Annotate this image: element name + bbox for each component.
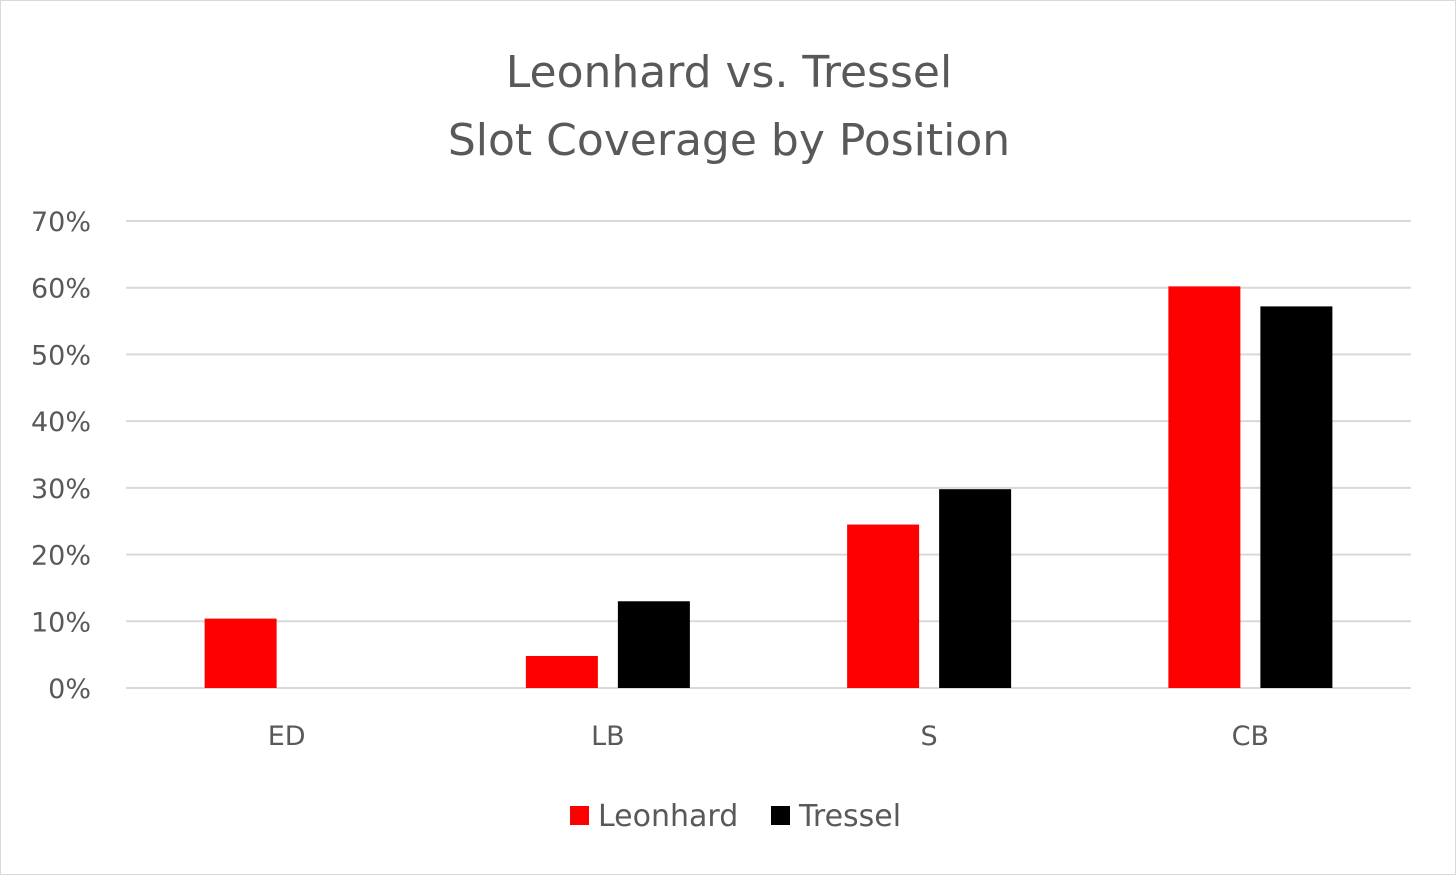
x-tick-label: LB bbox=[591, 721, 625, 752]
gridlines bbox=[126, 220, 1411, 689]
bar-tressel-cb bbox=[1260, 306, 1333, 688]
y-tick-label: 70% bbox=[31, 207, 91, 238]
y-tick-label: 40% bbox=[31, 407, 91, 438]
bar-tressel-lb bbox=[617, 601, 690, 688]
bar-leonhard-s bbox=[847, 524, 920, 688]
legend-label-tressel: Tressel bbox=[798, 799, 901, 834]
chart-title: Leonhard vs. Tressel Slot Coverage by Po… bbox=[448, 47, 1010, 166]
legend-swatch-tressel bbox=[771, 806, 790, 825]
legend-label-leonhard: Leonhard bbox=[598, 799, 738, 834]
chart-title-line-1: Leonhard vs. Tressel bbox=[506, 47, 952, 98]
legend-swatch-leonhard bbox=[570, 806, 589, 825]
y-tick-label: 20% bbox=[31, 541, 91, 572]
chart-title-line-2: Slot Coverage by Position bbox=[448, 115, 1010, 166]
bar-leonhard-lb bbox=[525, 655, 598, 688]
y-axis-tick-labels: 0% 10% 20% 30% 40% 50% 60% 70% bbox=[31, 207, 91, 705]
x-tick-label: S bbox=[921, 721, 938, 752]
bar-leonhard-cb bbox=[1168, 286, 1241, 688]
bar-tressel-s bbox=[939, 489, 1012, 688]
y-tick-label: 30% bbox=[31, 474, 91, 505]
y-tick-label: 50% bbox=[31, 340, 91, 371]
bar-leonhard-ed bbox=[204, 618, 277, 688]
y-tick-label: 60% bbox=[31, 274, 91, 305]
x-axis-tick-labels: ED LB S CB bbox=[268, 721, 1269, 752]
x-tick-label: CB bbox=[1232, 721, 1269, 752]
y-tick-label: 0% bbox=[48, 674, 91, 705]
y-tick-label: 10% bbox=[31, 607, 91, 638]
legend: Leonhard Tressel bbox=[570, 799, 901, 834]
x-tick-label: ED bbox=[268, 721, 306, 752]
bars bbox=[204, 286, 1333, 688]
